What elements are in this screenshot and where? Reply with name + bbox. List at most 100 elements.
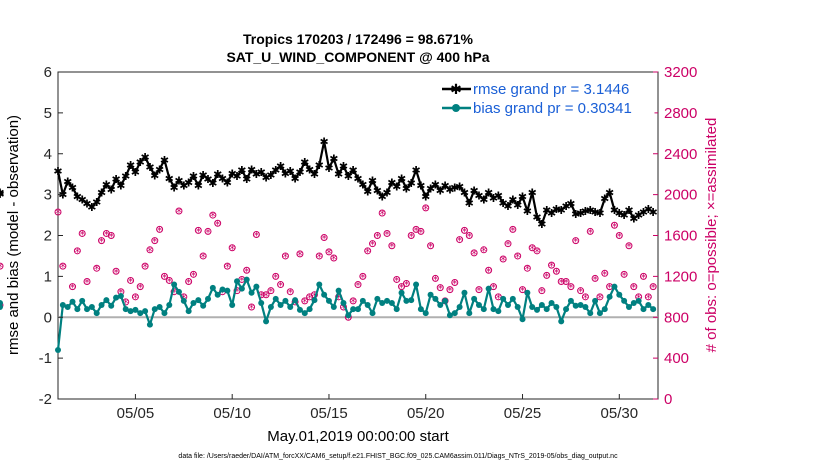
obs-possible-point [107,232,115,239]
obs-assimilated-point: * [481,245,487,258]
rmse-point: ✱ [465,197,474,210]
bias-point [650,306,657,313]
legend-rmse-label: rmse grand pr = 3.1446 [473,81,629,98]
obs-assimilated-point: * [152,236,158,249]
obs-possible-point [451,279,459,287]
obs-assimilated-point: * [544,270,550,283]
rmse-point: ✱ [199,169,208,182]
y2-tick-label: 1200 [664,268,697,285]
bias-point [180,297,187,304]
rmse-point: ✱ [508,194,517,207]
bias-point [601,306,608,313]
bias-point [311,297,318,304]
obs-assimilated-point: * [99,236,105,249]
rmse-point: ✱ [620,209,629,222]
obs-possible-point [364,247,372,255]
rmse-point: ✱ [358,178,367,191]
obs-assimilated-point: * [171,287,177,300]
rmse-point: ✱ [97,187,106,200]
obs-possible-point [199,252,207,260]
rmse-point: ✱ [566,198,575,211]
obs-assimilated-point: * [249,302,255,315]
rmse-point: ✱ [310,168,319,181]
bias-point [374,295,381,302]
y-tick-label: 5 [44,105,52,122]
obs-possible-point [523,264,531,272]
obs-assimilated-point: * [563,277,569,290]
rmse-point: ✱ [586,204,595,217]
obs-assimilated-point: * [554,266,560,279]
y2-tick-label: 800 [664,309,689,326]
obs-possible-point [277,281,285,289]
rmse-point: ✱ [232,170,241,183]
obs-possible-point [243,266,251,274]
obs-possible-point [378,209,386,217]
bias-point [543,306,550,313]
obs-assimilated-point: * [597,292,603,305]
bias-point [350,306,357,313]
obs-assimilated-point: * [176,206,182,219]
bias-point [379,299,386,306]
rmse-point: ✱ [576,207,585,220]
obs-possible-point [572,237,580,245]
obs-assimilated-point: * [205,226,211,239]
bias-point [534,306,541,313]
obs-possible-point [136,283,144,291]
bias-point [122,306,129,313]
bias-point [55,346,61,353]
obs-possible-point [262,291,270,299]
obs-assimilated-point: * [583,292,589,305]
rmse-point: ✱ [411,164,420,177]
y-tick-label: -1 [39,350,52,367]
rmse-point: ✱ [131,166,140,179]
rmse-point: ✱ [145,161,154,174]
obs-assimilated-point: * [510,224,516,237]
obs-possible-point [519,286,527,294]
rmse-point: ✱ [237,164,246,177]
obs-assimilated-point: * [196,225,202,238]
obs-assimilated-point: * [408,231,414,244]
rmse-point: ✱ [649,206,658,219]
rmse-point: ✱ [484,187,493,200]
bias-point [509,295,516,302]
obs-assimilated-point: * [263,290,269,303]
bias-point [446,312,453,319]
obs-assimilated-point: * [225,261,231,274]
bias-point [292,297,299,304]
x-tick-label: 05/25 [504,405,542,422]
rmse-point: ✱ [116,180,125,193]
bias-point [524,289,531,296]
obs-assimilated-point: * [239,274,245,287]
rmse-point: ✱ [605,187,614,200]
bias-point [234,278,241,285]
y-axis-label: rmse and bias (model - observation) [5,115,22,355]
obs-possible-point [209,211,217,219]
obs-assimilated-point: * [592,273,598,286]
obs-assimilated-point: * [104,228,110,241]
bias-point [306,306,313,313]
x-tick-label: 05/20 [407,405,445,422]
rmse-point: ✱ [242,173,251,186]
bias-point [108,302,115,309]
obs-possible-point [69,283,77,291]
bias-point [355,306,361,313]
rmse-point: ✱ [639,206,648,219]
rmse-point: ✱ [300,156,309,169]
rmse-point: ✱ [324,162,333,175]
bias-point [325,297,332,304]
bias-point [393,306,400,313]
rmse-point: ✱ [218,172,227,185]
chart-subtitle: SAT_U_WIND_COMPONENT @ 400 hPa [226,49,489,65]
y-tick-label: 4 [44,146,52,163]
rmse-point: ✱ [189,170,198,183]
bias-point [369,310,376,317]
obs-possible-point [320,234,328,242]
bias-point [166,301,173,308]
obs-possible-point [359,272,367,280]
rmse-point: ✱ [339,160,348,173]
obs-assimilated-point: * [621,269,627,282]
obs-possible-point [543,271,551,279]
rmse-point: ✱ [102,178,111,191]
obs-possible-point [93,264,101,272]
rmse-point: ✱ [155,163,164,176]
